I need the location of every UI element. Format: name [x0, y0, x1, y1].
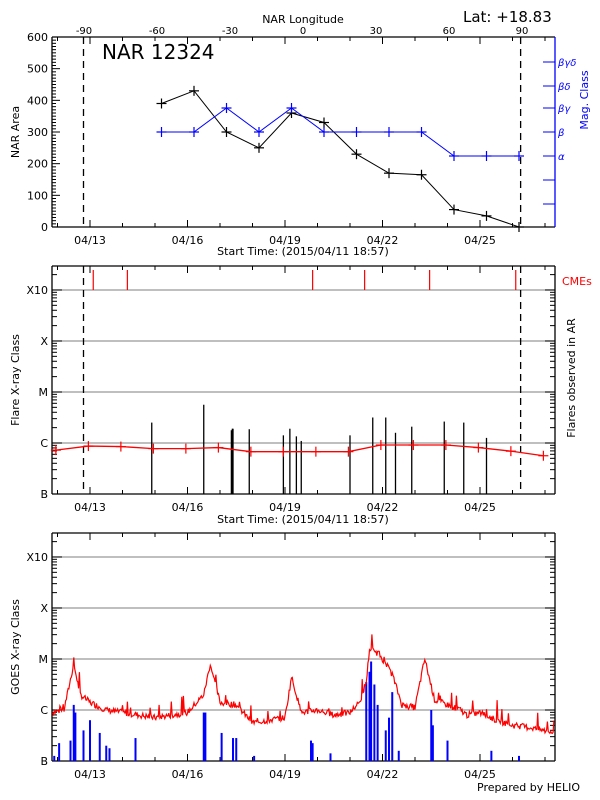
panel3-x-tick-label: 04/19 — [269, 768, 301, 781]
panel1-y-tick-label: 400 — [27, 94, 48, 107]
panel2-y-tick-label: B — [40, 488, 48, 501]
panel3-y-tick-label: B — [40, 755, 48, 768]
panel2-x-tick-label: 04/25 — [464, 501, 496, 514]
panel1-longitude-tick-label: -90 — [76, 26, 92, 37]
panel3-y-tick-label: X10 — [26, 551, 48, 564]
panel2-y-tick-label: C — [40, 437, 48, 450]
panel1-longitude-tick-label: 30 — [370, 26, 383, 37]
background-flux-line — [55, 444, 544, 457]
panel1-mag-class-label: α — [558, 152, 565, 163]
panel2-y2label: Flares observed in AR — [565, 318, 578, 438]
panel1-longitude-tick-label: 60 — [443, 26, 456, 37]
goes-long-channel-line — [52, 634, 555, 735]
panel1-ylabel: NAR Area — [9, 106, 22, 158]
panel2-y-tick-label: X — [40, 335, 48, 348]
panel2-x-tick-label: 04/16 — [172, 501, 204, 514]
panel1-y-tick-label: 100 — [27, 189, 48, 202]
panel1-y-tick-label: 300 — [27, 126, 48, 139]
panel1-mag-class-label: βδ — [557, 82, 571, 93]
panel1-longitude-tick-label: 0 — [300, 26, 306, 37]
panel1-y-tick-label: 500 — [27, 63, 48, 76]
panel2-y-tick-label: X10 — [26, 284, 48, 297]
panel3-y-tick-label: M — [39, 653, 49, 666]
panel3-y-tick-label: C — [40, 704, 48, 717]
panel2-x-tick-label: 04/22 — [367, 501, 399, 514]
panel1-x-tick-label: 04/22 — [367, 234, 399, 247]
panel1-mag-class-label: βγ — [557, 104, 571, 115]
panel2-x-tick-label: 04/19 — [269, 501, 301, 514]
panel1-longitude-tick-label: 90 — [516, 26, 529, 37]
panel1-longitude-tick-label: -60 — [149, 26, 165, 37]
panel1-longitude-tick-label: -30 — [222, 26, 238, 37]
panel1-x-tick-label: 04/25 — [464, 234, 496, 247]
panel1-y2label: Mag. Class — [578, 70, 591, 129]
latitude-label: Lat: +18.83 — [463, 8, 552, 26]
panel2-xlabel: Start Time: (2015/04/11 18:57) — [217, 513, 389, 526]
panel1-xlabel: Start Time: (2015/04/11 18:57) — [217, 245, 389, 258]
panel1-x-tick-label: 04/13 — [74, 234, 106, 247]
panel1-y-tick-label: 0 — [41, 221, 48, 234]
panel1-mag-class-label: βγδ — [557, 58, 576, 69]
footer-credit: Prepared by HELIO — [477, 781, 580, 794]
panel2-cme-label: CMEs — [562, 275, 592, 288]
panel1-x-tick-label: 04/19 — [269, 234, 301, 247]
panel3-x-tick-label: 04/25 — [464, 768, 496, 781]
panel2-x-tick-label: 04/13 — [74, 501, 106, 514]
top-axis-title: NAR Longitude — [262, 13, 344, 26]
panel3-x-tick-label: 04/22 — [367, 768, 399, 781]
panel1-y-tick-label: 600 — [27, 31, 48, 44]
panel1-y-tick-label: 200 — [27, 158, 48, 171]
panel3-ylabel: GOES X-ray Class — [9, 599, 22, 695]
mag-class-line — [161, 107, 519, 157]
panel3-x-tick-label: 04/16 — [172, 768, 204, 781]
panel3-x-tick-label: 04/13 — [74, 768, 106, 781]
nar-area-line — [161, 90, 520, 228]
panel2-ylabel: Flare X-ray Class — [9, 334, 22, 426]
panel1-title: NAR 12324 — [102, 40, 215, 64]
panel2-y-tick-label: M — [39, 386, 49, 399]
panel1-mag-class-label: β — [557, 128, 565, 139]
panel3-y-tick-label: X — [40, 602, 48, 615]
panel1-x-tick-label: 04/16 — [172, 234, 204, 247]
